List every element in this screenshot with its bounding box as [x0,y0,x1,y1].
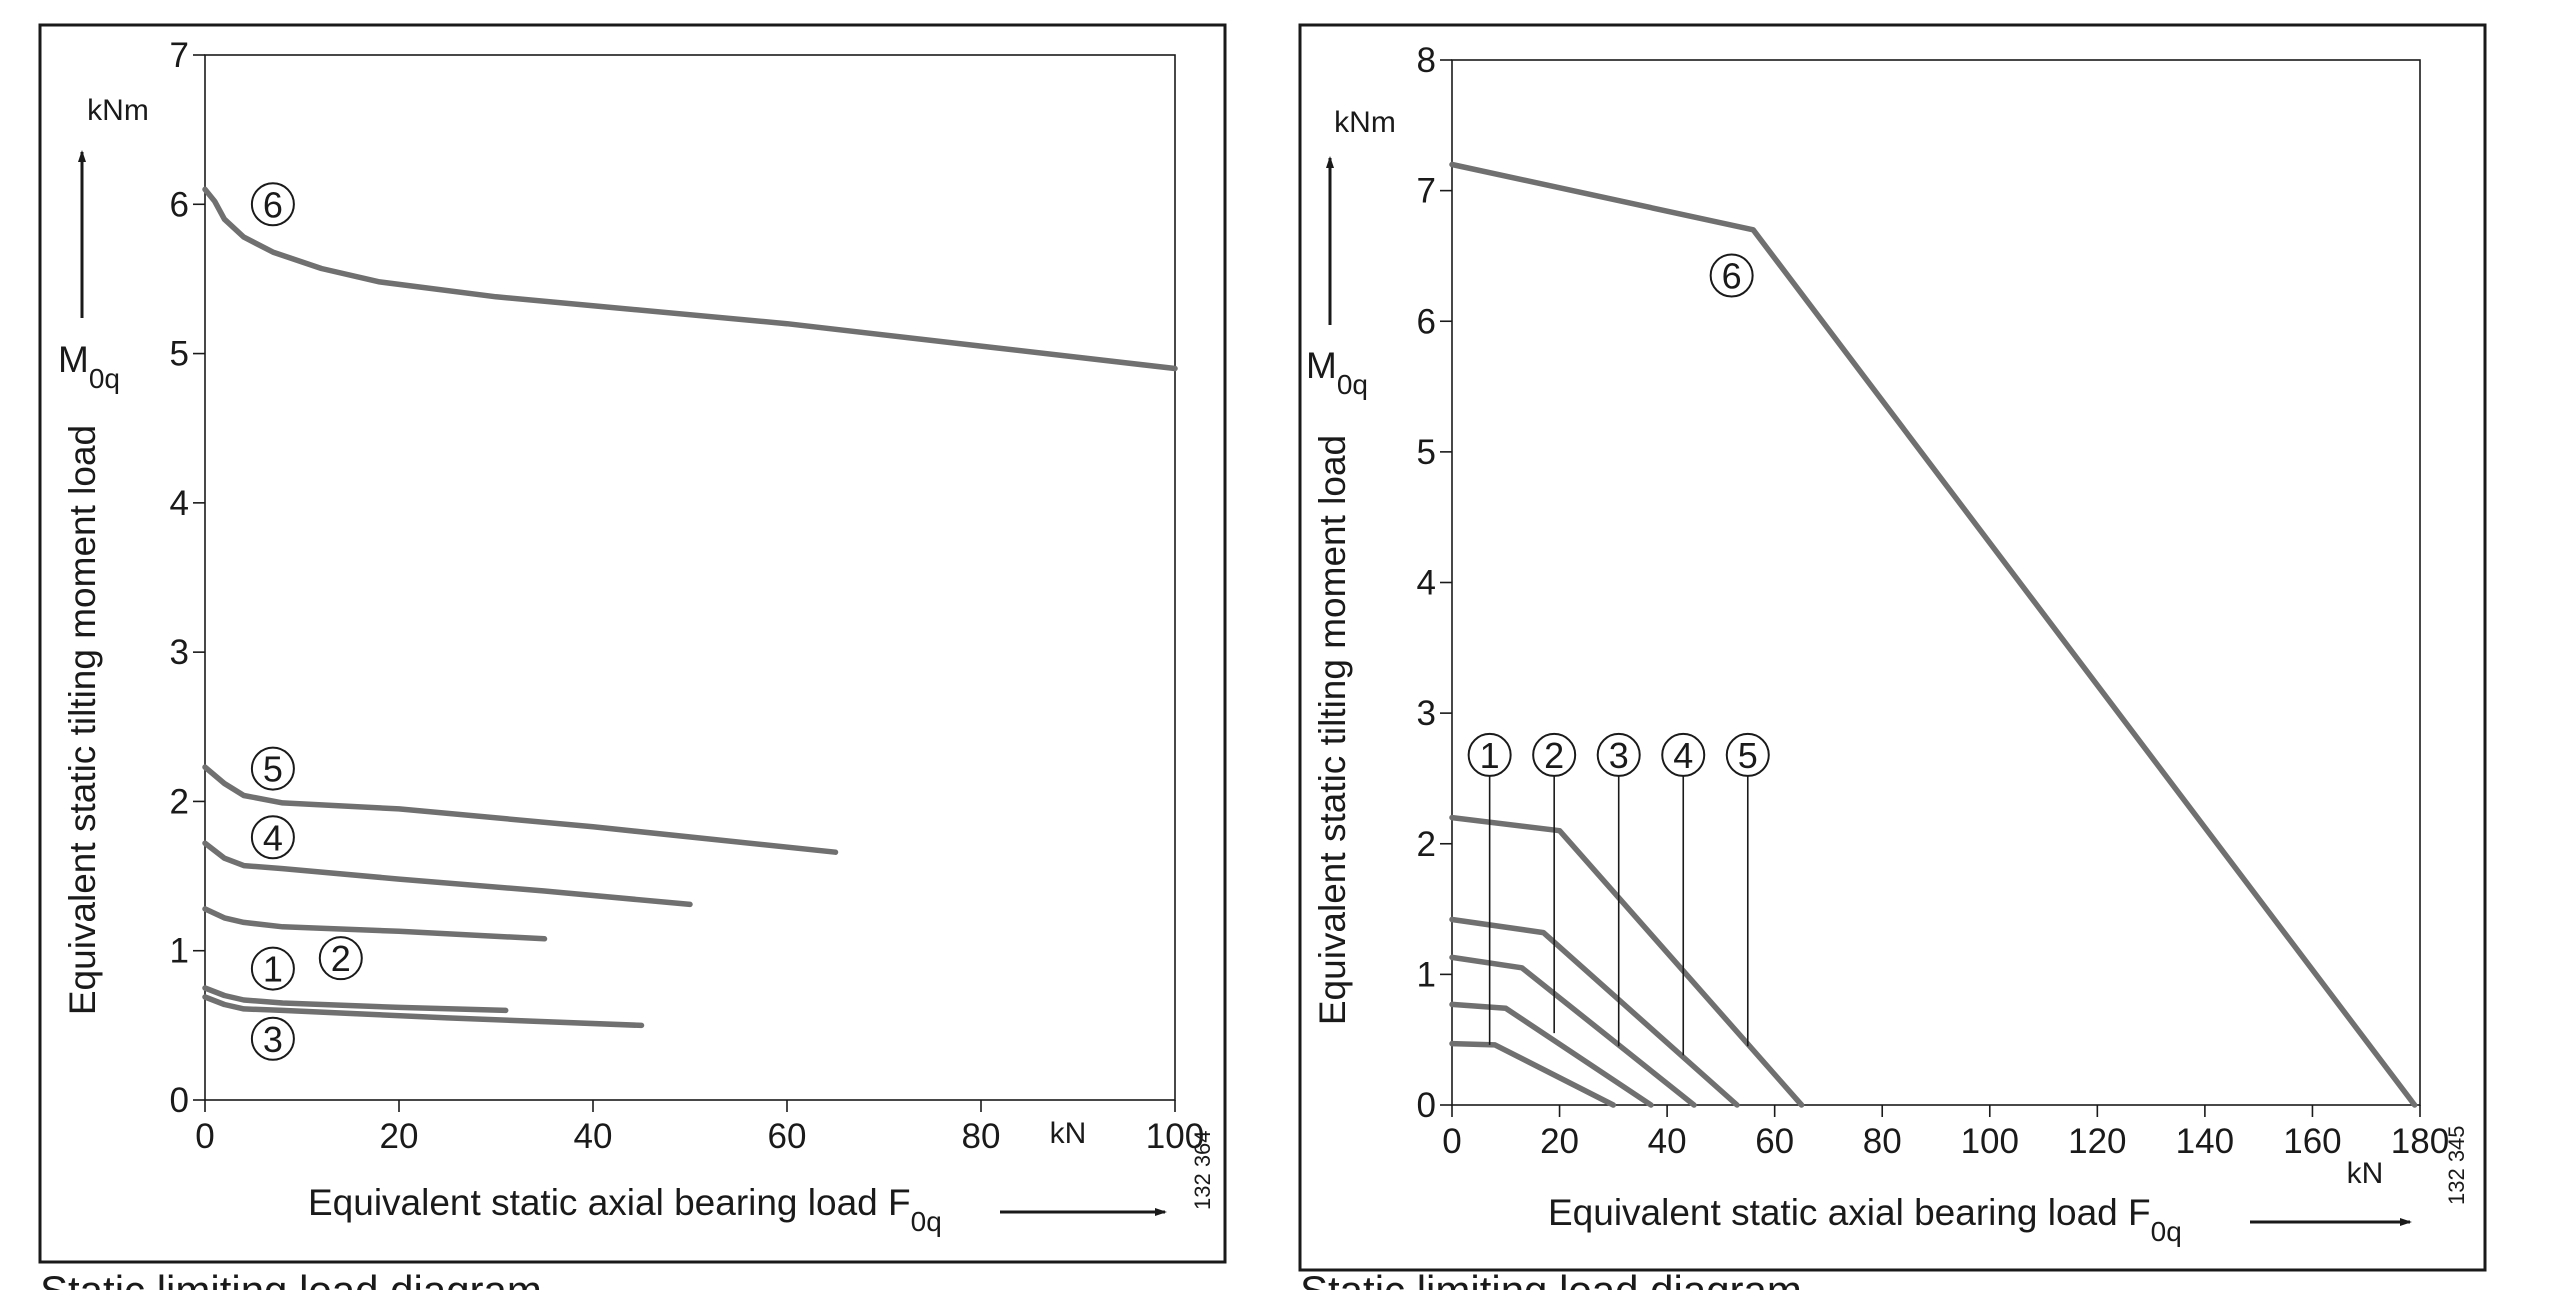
circled-label-marker [250,815,295,860]
circled-label-marker [250,746,295,791]
x-axis-label: Equivalent static axial bearing load F0q [1548,1192,2182,1247]
y-tick-label: 1 [1417,955,1436,994]
y-symbol: M0q [1306,345,1368,400]
circled-label-marker [1532,732,1577,777]
series-line-1 [1449,1040,1617,1108]
y-tick-label: 2 [170,782,189,821]
circled-label-marker [1725,732,1770,777]
y-tick-label: 0 [170,1081,189,1120]
y-tick-label: 3 [170,633,189,672]
x-tick-label: 80 [962,1117,1001,1156]
x-tick-label: 0 [195,1117,214,1156]
y-unit-label: kNm [87,94,149,127]
series-line-6 [202,186,1178,372]
circled-label-marker [1467,732,1512,777]
series-line-4 [1449,916,1740,1108]
x-axis-label: Equivalent static axial bearing load F0q [308,1182,942,1237]
series-line-3 [1449,954,1697,1108]
circled-label: 4 [263,817,283,858]
circled-label: 4 [1673,735,1693,776]
y-tick-label: 4 [170,484,189,523]
series-line-2 [202,906,548,942]
circled-label: 3 [263,1019,283,1060]
circled-label-marker [318,936,363,981]
chart-caption: Static limiting load diagram [1300,1267,1802,1290]
circled-label: 6 [263,184,283,225]
circled-label: 1 [263,949,283,990]
x-tick-label: 100 [1961,1122,2019,1161]
circled-label: 6 [1722,256,1742,297]
series-line-4 [202,840,693,908]
y-tick-label: 7 [170,36,189,75]
y-tick-label: 5 [1417,433,1436,472]
circled-label-marker [1661,732,1706,777]
x-unit-label: kN [2347,1157,2384,1190]
y-tick-label: 3 [1417,694,1436,733]
y-tick-label: 4 [1417,564,1436,603]
y-tick-label: 7 [1417,172,1436,211]
plot-area [1451,59,2421,1106]
y-axis-label: Equivalent static tilting moment load [1312,435,1353,1025]
x-tick-label: 20 [380,1117,419,1156]
series-line-6 [1449,161,2418,1108]
x-tick-label: 80 [1863,1122,1902,1161]
x-tick-label: 180 [2391,1122,2449,1161]
series-line-5 [1449,814,1805,1108]
x-tick-label: 20 [1540,1122,1579,1161]
x-unit-label: kN [1050,1117,1087,1150]
series-line-5 [202,764,839,855]
plot-area [204,54,1176,1101]
x-tick-label: 140 [2176,1122,2234,1161]
circled-label: 5 [1738,735,1758,776]
x-tick-label: 120 [2068,1122,2126,1161]
y-tick-label: 1 [170,932,189,971]
series-line-1 [202,985,509,1014]
circled-label: 2 [331,938,351,979]
series-line-3 [202,994,645,1029]
series-line-2 [1449,1001,1654,1108]
x-tick-label: 40 [1648,1122,1687,1161]
figure-code: 132 345 [2444,1125,2469,1205]
y-tick-label: 5 [170,335,189,374]
y-unit-label: kNm [1334,106,1396,139]
circled-label-marker [250,1016,295,1061]
circled-label: 1 [1480,735,1500,776]
circled-label-marker [1709,253,1754,298]
chart-frame [1298,23,2487,1272]
y-tick-label: 6 [170,185,189,224]
y-tick-label: 6 [1417,302,1436,341]
x-tick-label: 100 [1146,1117,1204,1156]
x-tick-label: 0 [1442,1122,1461,1161]
x-tick-label: 60 [1755,1122,1794,1161]
circled-label-marker [250,182,295,227]
circled-label: 3 [1609,735,1629,776]
chart-1: 0 1 2 3 4 5 6 7 0 20 40 60 80 100 kNm kN M0q Equivalent s… [38,23,1227,1290]
x-tick-label: 40 [574,1117,613,1156]
x-tick-label: 160 [2283,1122,2341,1161]
y-tick-label: 2 [1417,825,1436,864]
chart-caption: Static limiting load diagram [40,1267,542,1290]
y-tick-label: 8 [1417,41,1436,80]
y-axis-label: Equivalent static tilting moment load [62,425,103,1015]
x-tick-label: 60 [768,1117,807,1156]
chart-frame [38,23,1227,1264]
circled-label-marker [1596,732,1641,777]
y-symbol: M0q [58,339,120,394]
circled-label: 5 [263,749,283,790]
circled-label-marker [250,946,295,991]
figure-code: 132 364 [1190,1130,1215,1210]
y-tick-label: 0 [1417,1086,1436,1125]
circled-label: 2 [1544,735,1564,776]
